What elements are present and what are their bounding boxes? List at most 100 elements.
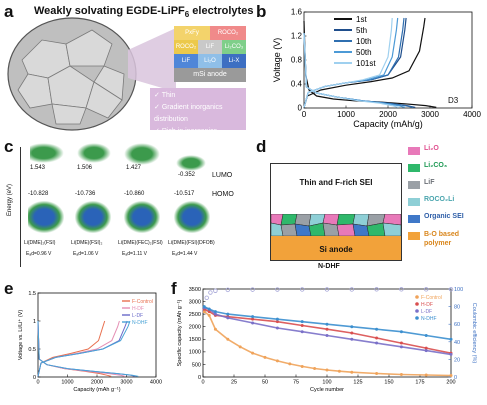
panel-a-title: Weakly solvating EGDE-LiPF6 electrolytes <box>34 5 253 19</box>
panel-label: d <box>256 137 267 156</box>
lumo-orbital <box>176 155 206 171</box>
lumo-label: LUMO <box>212 172 233 179</box>
ce-point <box>204 295 209 300</box>
y-tick-label: 2000 <box>189 325 201 331</box>
homo-value: -10.736 <box>75 191 96 197</box>
homo-orbital <box>124 201 160 233</box>
capacity-point <box>213 312 217 316</box>
legend-label: 10th <box>356 37 372 46</box>
sei-cell: ROCO₂ <box>210 26 246 40</box>
capacity-point <box>449 352 453 356</box>
capacity-point <box>399 341 403 345</box>
panel-d: d Thin and F-rich SEI <box>252 135 487 275</box>
msi-anode-bar: mSi anode <box>174 68 246 82</box>
x-tick-label: 75 <box>293 380 299 386</box>
capacity-point <box>399 330 403 334</box>
x-axis-title: Cycle number <box>310 387 344 393</box>
panel-label: c <box>4 137 14 156</box>
panel-b: b 0 1000 2000 3000 4000 0 0.4 0.8 1.2 1.6 Capacity… <box>252 0 487 135</box>
lumo-value: 1.506 <box>77 165 93 171</box>
x-tick-label: 2000 <box>379 110 397 119</box>
lumo-orbital <box>77 143 111 163</box>
ce-point <box>275 287 280 292</box>
legend-marker <box>415 316 419 320</box>
cell-id-note: D3 <box>448 96 459 105</box>
sei-mosaic <box>271 214 401 236</box>
capacity-point <box>424 346 428 350</box>
legend-label: N-DHF <box>421 316 437 322</box>
capacity-point <box>202 310 206 314</box>
ead-label: Eₐd=1.44 V <box>172 251 198 257</box>
ce-point <box>399 287 404 292</box>
y-tick-label: 0 <box>198 375 201 381</box>
y-tick-label: 0.5 <box>28 347 36 353</box>
y2-tick-label: 100 <box>454 287 463 293</box>
y-tick-label: 0 <box>33 375 36 381</box>
y-tick-label: 1 <box>33 319 36 325</box>
capacity-point <box>300 330 304 334</box>
capacity-point <box>350 331 354 335</box>
y2-tick-label: 20 <box>454 357 460 363</box>
sei-row-inner: LiF Li₂O Li-X <box>174 54 246 68</box>
sei-layer-stack: PxFy ROCO₂ ROCO₂ LiF Li₂CO₃ LiF Li₂O Li-… <box>174 26 246 84</box>
legend-swatch <box>408 198 420 206</box>
y-tick-label: 0 <box>298 104 303 113</box>
legend-marker <box>415 309 419 313</box>
y2-tick-label: 80 <box>454 305 460 311</box>
energy-axis-line <box>20 147 21 267</box>
y-tick-label: 1.5 <box>28 291 36 297</box>
capacity-point <box>313 366 317 370</box>
voltage-capacity-chart-b: 0 1000 2000 3000 4000 0 0.4 0.8 1.2 1.6 Capacity (… <box>272 8 481 129</box>
capacity-point <box>300 364 304 368</box>
x-tick-label: 0 <box>36 380 39 386</box>
x-tick-label: 4000 <box>150 380 162 386</box>
charge-curve <box>37 320 131 377</box>
lumo-value: 1.543 <box>30 165 46 171</box>
sei-schematic: Thin and F-rich SEI <box>270 163 402 261</box>
charge-curve <box>37 320 106 377</box>
ce-point <box>448 287 454 292</box>
capacity-point <box>275 359 279 363</box>
ce-point <box>424 287 429 292</box>
sei-cell: PxFy <box>174 26 210 40</box>
homo-value: -10.860 <box>124 191 145 197</box>
sei-cell: ROCO₂ <box>174 40 198 54</box>
legend-label: F-Control <box>421 295 442 301</box>
y-axis-title: Voltage (V) <box>272 38 282 83</box>
homo-value: -10.828 <box>28 191 49 197</box>
homo-label: HOMO <box>212 191 234 198</box>
plot-frame <box>303 11 473 109</box>
voltage-capacity-chart-e: 0 1000 2000 3000 4000 0 0.5 1 1.5 Capacity (mAh g… <box>17 291 162 393</box>
y-tick-label: 0.4 <box>291 80 303 89</box>
species-label: Li(DME)₂(FSI) <box>24 240 56 246</box>
ead-label: Eₐd=1.06 V <box>73 251 99 257</box>
x-axis-title: Capacity (mAh/g) <box>353 119 423 129</box>
legend-label: H-DF <box>421 302 433 308</box>
sei-cell: Li₂O <box>198 54 222 68</box>
capacity-point <box>207 310 211 314</box>
legend-label: L-DF <box>421 309 432 315</box>
panel-c: c Energy (eV) LUMO HOMO 1.543 -10.828 Li… <box>0 135 250 275</box>
sei-cell: LiF <box>198 40 222 54</box>
capacity-point <box>325 322 329 326</box>
legend-label: 1st <box>356 15 367 24</box>
capacity-point <box>424 373 428 377</box>
legend-label: N-DHF <box>132 320 148 326</box>
title-text: Weakly solvating EGDE-LiPF <box>34 5 185 17</box>
x-axis-title: Capacity (mAh g⁻¹) <box>73 387 120 393</box>
species-label: Li(DME)(FSI)(DFOB) <box>168 240 215 246</box>
discharge-curve <box>303 32 399 108</box>
lumo-value: -0.352 <box>178 172 196 178</box>
y-tick-label: 500 <box>192 362 201 368</box>
ce-point <box>213 288 218 293</box>
y-tick-label: 3500 <box>189 287 201 293</box>
panel-a: a Weakly solvating EGDE-LiPF6 electrolyt… <box>0 0 253 135</box>
lumo-value: 1.427 <box>126 165 142 171</box>
discharge-curve <box>303 20 437 108</box>
legend-label: 101st <box>356 59 376 68</box>
capacity-point <box>275 320 279 324</box>
ce-point <box>299 287 305 292</box>
legend-label: Organic SEI <box>424 213 464 220</box>
y2-tick-label: 40 <box>454 340 460 346</box>
capacity-point <box>375 336 379 340</box>
